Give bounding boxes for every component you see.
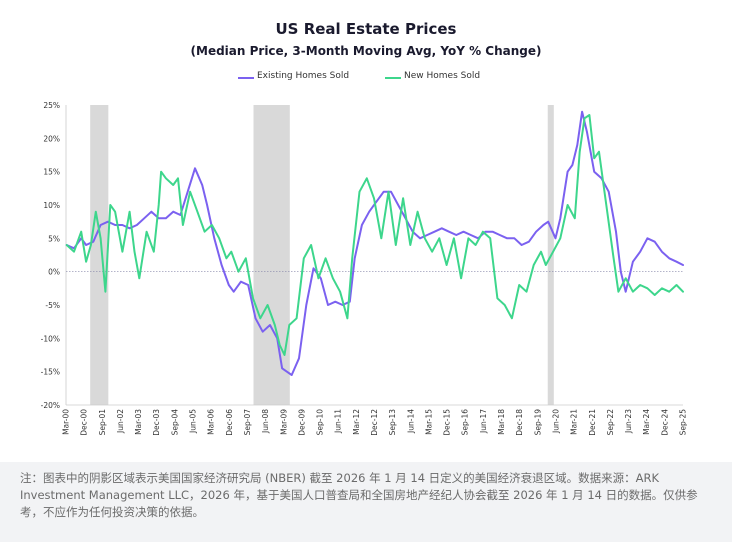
y-tick-label: 0%: [48, 268, 60, 277]
y-tick-label: -15%: [41, 368, 60, 377]
legend-label-new: New Homes Sold: [404, 71, 481, 81]
x-tick-label: Sep-16: [461, 409, 470, 436]
x-tick-label: Jun-20: [551, 409, 560, 434]
x-tick-label: Mar-15: [424, 409, 433, 435]
x-tick-label: Dec-03: [152, 409, 161, 436]
y-tick-label: 20%: [43, 134, 60, 143]
x-tick-label: Sep-22: [606, 409, 615, 436]
x-tick-label: Jun-17: [479, 409, 488, 434]
x-tick-label: Sep-10: [316, 409, 325, 436]
y-tick-label: -5%: [45, 301, 60, 310]
x-tick-label: Sep-13: [388, 409, 397, 436]
chart-title: US Real Estate Prices: [275, 20, 457, 38]
y-tick-label: 5%: [48, 234, 60, 243]
x-tick-label: Sep-25: [679, 409, 688, 436]
footnote: 注：图表中的阴影区域表示美国国家经济研究局 (NBER) 截至 2026 年 1…: [20, 471, 698, 519]
x-tick-label: Jun-11: [334, 409, 343, 434]
x-tick-label: Dec-24: [660, 409, 669, 436]
x-tick-label: Jun-05: [189, 409, 198, 434]
x-tick-label: Dec-15: [443, 409, 452, 436]
x-tick-label: Dec-06: [225, 409, 234, 436]
y-tick-label: 15%: [43, 168, 60, 177]
y-tick-label: -20%: [41, 401, 60, 410]
y-tick-label: 25%: [43, 101, 60, 110]
x-tick-label: Dec-21: [588, 409, 597, 436]
chart-card: US Real Estate Prices (Median Price, 3-M…: [0, 0, 732, 462]
x-tick-label: Jun-14: [406, 409, 415, 434]
line-chart: 25% 20% 15% 10% 5% 0% -5% -10% -15% -20%Mar-00 Dec…: [41, 101, 688, 436]
series-line-existing: [65, 110, 684, 376]
recession-band: [90, 105, 109, 405]
x-tick-label: Dec-00: [80, 409, 89, 436]
legend-label-existing: Existing Homes Sold: [257, 71, 350, 81]
legend-swatch-new: [385, 77, 401, 79]
x-tick-label: Mar-21: [570, 409, 579, 435]
legend-swatch-existing: [238, 77, 254, 79]
x-tick-label: Sep-01: [98, 409, 107, 436]
x-tick-label: Sep-19: [533, 409, 542, 436]
y-tick-label: 10%: [43, 201, 60, 210]
y-tick-label: -10%: [41, 334, 60, 343]
series-line-new: [65, 114, 684, 356]
chart-subtitle: (Median Price, 3-Month Moving Avg, YoY %…: [190, 44, 542, 58]
x-tick-label: Jun-02: [116, 409, 125, 434]
x-tick-label: Dec-18: [515, 409, 524, 436]
x-tick-label: Mar-00: [62, 409, 71, 435]
x-tick-label: Dec-12: [370, 409, 379, 436]
chart-legend: Existing Homes Sold New Homes Sold: [0, 71, 732, 87]
x-tick-label: Dec-09: [297, 409, 306, 436]
x-tick-label: Sep-04: [170, 409, 179, 436]
x-tick-label: Mar-12: [352, 409, 361, 435]
x-tick-label: Mar-03: [134, 409, 143, 435]
x-tick-label: Mar-18: [497, 409, 506, 435]
x-tick-label: Mar-06: [207, 409, 216, 435]
x-tick-label: Sep-07: [243, 409, 252, 436]
x-tick-label: Jun-08: [261, 409, 270, 434]
x-tick-label: Mar-24: [642, 409, 651, 435]
x-tick-label: Jun-23: [624, 409, 633, 434]
recession-band: [253, 105, 290, 405]
x-tick-label: Mar-09: [279, 409, 288, 435]
